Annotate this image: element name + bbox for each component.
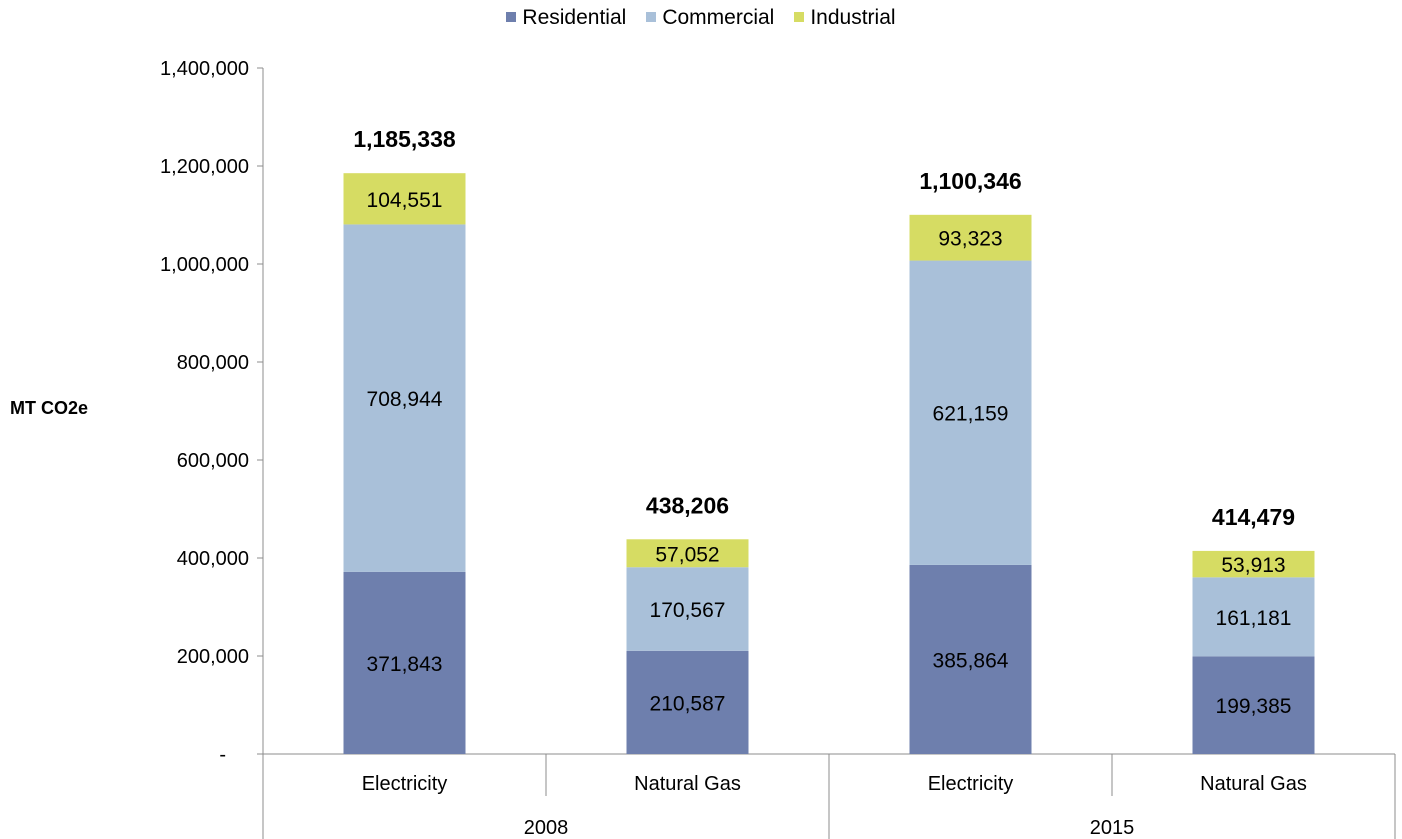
x-category-label: Electricity <box>928 773 1014 795</box>
bar-total-label: 438,206 <box>646 492 729 518</box>
bar-value-label: 104,551 <box>367 189 443 212</box>
y-tick-label: 1,400,000 <box>160 58 249 80</box>
bar-segment-commercial <box>343 224 466 572</box>
bar-value-label: 93,323 <box>938 228 1002 251</box>
bar-total-label: 1,100,346 <box>919 168 1021 194</box>
bar-segment-industrial <box>343 173 466 225</box>
legend-item-industrial: Industrial <box>794 6 896 30</box>
bar-segment-commercial <box>909 260 1032 565</box>
legend-label: Industrial <box>810 6 896 29</box>
legend-swatch <box>506 12 517 22</box>
y-tick-label: 600,000 <box>177 450 249 472</box>
bar-value-label: 57,052 <box>655 543 719 566</box>
y-tick-label: 1,200,000 <box>160 156 249 178</box>
bar-segment-industrial <box>626 539 749 568</box>
bar-value-label: 170,567 <box>650 599 726 622</box>
bar-segment-residential <box>909 564 1032 754</box>
x-group-label: 2008 <box>524 817 569 839</box>
y-tick-label: 800,000 <box>177 352 249 374</box>
legend-swatch <box>646 12 657 22</box>
y-tick-label: - <box>219 744 226 766</box>
legend-label: Commercial <box>662 6 775 29</box>
x-category-label: Natural Gas <box>634 773 741 795</box>
bar-total-label: 414,479 <box>1212 504 1295 530</box>
y-axis-title: MT CO2e <box>10 398 89 418</box>
bar-value-label: 53,913 <box>1221 554 1285 577</box>
legend-item-residential: Residential <box>506 6 626 30</box>
y-tick-label: 1,000,000 <box>160 254 249 276</box>
bar-segment-commercial <box>1192 577 1315 657</box>
bar-value-label: 708,944 <box>367 388 443 411</box>
legend-swatch <box>794 12 805 22</box>
y-tick-label: 400,000 <box>177 548 249 570</box>
y-tick-label: 200,000 <box>177 646 249 668</box>
x-category-label: Electricity <box>362 773 448 795</box>
bar-segment-residential <box>1192 656 1315 754</box>
bar-segment-industrial <box>909 214 1032 261</box>
bar-value-label: 385,864 <box>933 649 1009 672</box>
bar-segment-residential <box>626 650 749 754</box>
x-category-label: Natural Gas <box>1200 773 1307 795</box>
legend-item-commercial: Commercial <box>646 6 774 30</box>
bar-value-label: 161,181 <box>1216 607 1292 630</box>
bar-value-label: 210,587 <box>650 692 726 715</box>
x-group-label: 2015 <box>1090 817 1135 839</box>
bar-value-label: 371,843 <box>367 653 443 676</box>
legend-label: Residential <box>522 6 627 29</box>
bar-segment-commercial <box>626 567 749 651</box>
bar-total-label: 1,185,338 <box>353 126 456 152</box>
chart-legend: Residential Commercial Industrial <box>0 6 1402 30</box>
bar-segment-residential <box>343 571 466 754</box>
bar-segment-industrial <box>1192 550 1315 578</box>
bar-value-label: 199,385 <box>1216 695 1292 718</box>
bar-value-label: 621,159 <box>933 403 1009 426</box>
